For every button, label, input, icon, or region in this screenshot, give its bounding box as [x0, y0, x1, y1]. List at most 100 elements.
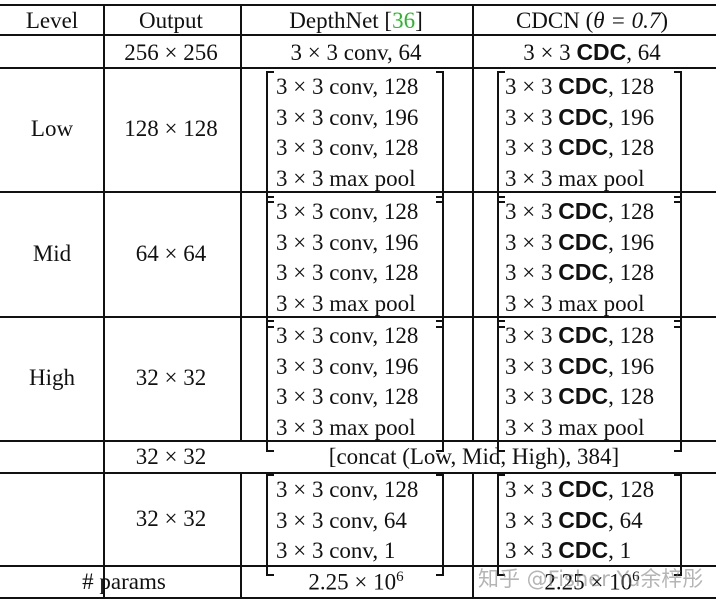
block-mid-depthnet-line: 3 × 3 conv, 128 — [276, 260, 419, 285]
block-low-depthnet-line: 3 × 3 max pool — [276, 165, 416, 191]
head-cdcn-bold: CDC — [558, 506, 609, 533]
block-high-cdcn-pre: 3 × 3 — [505, 384, 559, 409]
block-high-cdcn-post: , 196 — [608, 353, 655, 379]
rule-high — [0, 440, 716, 442]
block-low-cdcn-pre: 3 × 3 — [505, 135, 559, 160]
block-high-depthnet-bracket-left — [266, 320, 274, 452]
vrule-3b — [472, 472, 474, 599]
depthnet-ref[interactable]: 36 — [392, 8, 416, 33]
stem-cdcn: 3 × 3 CDC, 64 — [523, 39, 661, 65]
head-cdcn-line: 3 × 3 CDC, 128 — [505, 476, 655, 502]
block-mid-cdcn-pre: 3 × 3 — [505, 229, 559, 255]
head-cdcn-bold: CDC — [558, 476, 609, 502]
head-cdcn-bracket-left — [497, 474, 505, 576]
block-high-depthnet-bracket-right — [436, 320, 444, 452]
concat-text: [concat (Low, Mid, High), 384] — [328, 444, 620, 469]
block-mid-cdcn-bold: CDC — [558, 259, 609, 285]
level-mid: Mid — [32, 241, 72, 266]
block-mid-cdcn-bracket-left — [497, 196, 505, 328]
params-cdcn-exp: 6 — [632, 569, 640, 585]
watermark: 知乎 @Fisher Yu余梓彤 — [478, 567, 704, 591]
block-high-cdcn-pre: 3 × 3 max pool — [505, 414, 645, 440]
header-depthnet: DepthNet [36] — [289, 9, 423, 32]
stem-depthnet: 3 × 3 conv, 64 — [290, 40, 422, 65]
stem-cdcn-bold: CDC — [576, 39, 627, 65]
block-high-depthnet-line: 3 × 3 conv, 128 — [276, 323, 419, 348]
head-cdcn-bracket-right — [674, 474, 682, 576]
head-depthnet-line: 3 × 3 conv, 64 — [276, 507, 407, 533]
block-low-cdcn-line: 3 × 3 max pool — [505, 167, 644, 190]
head-depthnet-bracket-right — [436, 474, 444, 576]
block-mid-cdcn-post: , 128 — [608, 260, 655, 285]
block-mid-depthnet-bracket-right — [436, 196, 444, 328]
block-low-cdcn-bold: CDC — [558, 73, 609, 99]
rule-bottom — [0, 597, 716, 599]
level-high: High — [29, 365, 75, 390]
head-depthnet-line: 3 × 3 conv, 1 — [276, 538, 396, 563]
block-high-cdcn-line: 3 × 3 CDC, 128 — [505, 383, 654, 409]
block-low-cdcn-pre: 3 × 3 — [505, 104, 559, 130]
head-cdcn-pre: 3 × 3 — [505, 538, 559, 563]
block-high-cdcn-line: 3 × 3 CDC, 128 — [505, 322, 655, 348]
head-cdcn-line: 3 × 3 CDC, 1 — [505, 537, 631, 563]
stem-cdcn-suffix: , 64 — [626, 40, 661, 65]
output-high: 32 × 32 — [135, 365, 207, 390]
header-cdcn: CDCN (θ = 0.7) — [516, 9, 668, 32]
header-output: Output — [139, 8, 203, 33]
stem-output: 256 × 256 — [124, 40, 218, 65]
block-low-cdcn-post: , 196 — [608, 104, 655, 130]
block-low-cdcn-line: 3 × 3 CDC, 128 — [505, 73, 655, 99]
block-high-cdcn-line: 3 × 3 CDC, 196 — [505, 353, 655, 379]
head-cdcn-pre: 3 × 3 — [505, 507, 559, 533]
block-mid-depthnet-bracket-left — [266, 196, 274, 328]
head-cdcn-post: , 128 — [608, 477, 655, 502]
params-depthnet: 2.25 × 106 — [308, 570, 403, 594]
rule-concat — [0, 472, 716, 474]
head-cdcn-bold: CDC — [558, 537, 609, 563]
block-mid-cdcn-post: , 128 — [608, 199, 655, 224]
params-cdcn: 2.25 × 106 — [544, 570, 639, 594]
head-cdcn-pre: 3 × 3 — [505, 477, 559, 502]
block-mid-cdcn-pre: 3 × 3 max pool — [505, 290, 645, 316]
block-high-cdcn-bracket-left — [497, 320, 505, 452]
block-high-cdcn-bold: CDC — [558, 322, 609, 348]
vrule-3 — [472, 4, 474, 441]
vrule-1 — [103, 4, 105, 599]
block-low-cdcn-bold: CDC — [558, 103, 609, 130]
block-low-cdcn-bracket-left — [497, 71, 505, 203]
head-cdcn-post: , 64 — [608, 507, 643, 533]
rule-stem — [0, 67, 716, 69]
block-mid-cdcn-line: 3 × 3 CDC, 128 — [505, 259, 655, 285]
block-low-cdcn-bold: CDC — [558, 134, 609, 160]
block-high-cdcn-pre: 3 × 3 — [505, 323, 559, 348]
concat-output: 32 × 32 — [135, 444, 207, 469]
block-high-depthnet-line: 3 × 3 conv, 196 — [276, 353, 419, 379]
params-cdcn-base: 2.25 × 10 — [544, 569, 633, 595]
cdcn-name: CDCN ( — [515, 8, 594, 33]
vrule-2b — [240, 472, 242, 599]
output-mid: 64 × 64 — [135, 241, 207, 266]
stem-cdcn-prefix: 3 × 3 — [523, 40, 577, 65]
rule-low — [0, 191, 716, 193]
block-mid-cdcn-bold: CDC — [558, 198, 609, 224]
rule-mid — [0, 316, 716, 318]
block-high-cdcn-bracket-right — [674, 320, 682, 452]
block-mid-depthnet-line: 3 × 3 conv, 128 — [276, 199, 419, 224]
block-mid-cdcn-line: 3 × 3 max pool — [505, 292, 644, 315]
block-low-depthnet-bracket-right — [436, 71, 444, 203]
block-low-cdcn-post: , 128 — [608, 74, 655, 99]
cdcn-close: ) — [660, 8, 669, 33]
block-high-cdcn-bold: CDC — [558, 383, 609, 409]
block-mid-cdcn-line: 3 × 3 CDC, 128 — [505, 198, 655, 224]
block-high-depthnet-line: 3 × 3 conv, 128 — [276, 384, 419, 409]
block-low-depthnet-bracket-left — [266, 71, 274, 203]
block-mid-cdcn-bold: CDC — [558, 228, 609, 255]
block-mid-cdcn-pre: 3 × 3 — [505, 260, 559, 285]
block-high-cdcn-post: , 128 — [608, 323, 655, 348]
vrule-2 — [240, 4, 242, 441]
head-depthnet-bracket-left — [266, 474, 274, 576]
depthnet-name: DepthNet [ — [289, 8, 393, 33]
block-low-cdcn-post: , 128 — [608, 135, 655, 160]
head-cdcn-line: 3 × 3 CDC, 64 — [505, 506, 643, 533]
block-low-cdcn-line: 3 × 3 CDC, 128 — [505, 134, 655, 160]
